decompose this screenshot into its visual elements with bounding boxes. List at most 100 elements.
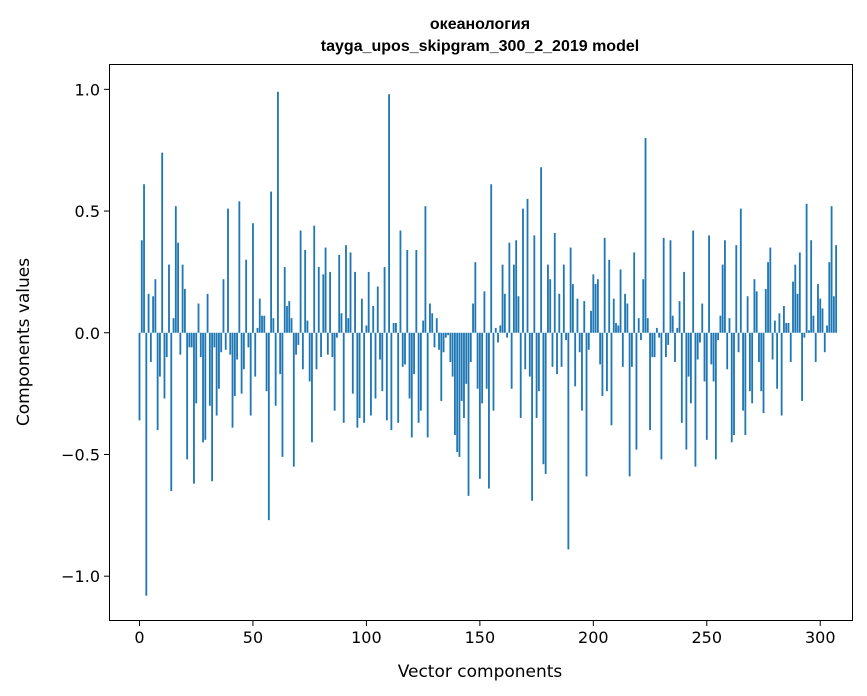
bar bbox=[188, 332, 191, 348]
bar bbox=[549, 279, 552, 333]
bar bbox=[751, 332, 754, 404]
bar bbox=[199, 332, 202, 358]
bar bbox=[342, 332, 345, 423]
bar bbox=[730, 332, 733, 443]
bar bbox=[313, 225, 316, 333]
bar bbox=[379, 332, 381, 360]
bar bbox=[760, 332, 763, 392]
bar bbox=[519, 332, 522, 418]
bar bbox=[792, 281, 794, 333]
bar bbox=[395, 323, 397, 333]
bar bbox=[336, 332, 338, 338]
bar bbox=[165, 332, 168, 358]
bar bbox=[812, 315, 815, 333]
bar bbox=[533, 235, 536, 333]
bar bbox=[426, 332, 429, 438]
bar bbox=[483, 291, 486, 333]
bar bbox=[708, 235, 710, 333]
bar bbox=[778, 313, 781, 333]
bar bbox=[179, 332, 182, 355]
bar bbox=[433, 332, 436, 348]
bar bbox=[202, 332, 204, 443]
bar bbox=[703, 332, 706, 382]
bar bbox=[218, 332, 220, 389]
bar bbox=[356, 332, 359, 428]
bar bbox=[558, 293, 561, 333]
bar bbox=[233, 332, 236, 397]
bar bbox=[385, 332, 388, 421]
bar bbox=[571, 284, 574, 333]
bar bbox=[215, 332, 218, 416]
chart-subtitle: tayga_upos_skipgram_300_2_2019 model bbox=[321, 38, 639, 55]
bar bbox=[692, 230, 695, 333]
bar bbox=[444, 332, 447, 338]
bar bbox=[665, 332, 667, 358]
bar bbox=[746, 296, 749, 333]
bar bbox=[810, 240, 813, 333]
bar bbox=[596, 279, 599, 333]
bar bbox=[320, 332, 322, 358]
bar bbox=[599, 332, 602, 365]
bar bbox=[388, 94, 391, 333]
bar bbox=[186, 332, 189, 460]
bar bbox=[689, 332, 692, 404]
bar bbox=[274, 332, 277, 406]
bar bbox=[311, 332, 313, 443]
y-tick-label: −0.5 bbox=[61, 445, 100, 464]
bar bbox=[451, 332, 454, 377]
bar bbox=[181, 264, 184, 333]
bar bbox=[710, 332, 713, 365]
bar bbox=[553, 232, 556, 333]
bar bbox=[696, 332, 699, 360]
bar bbox=[762, 332, 765, 414]
bar bbox=[814, 332, 817, 362]
bar bbox=[168, 264, 170, 333]
bar bbox=[358, 332, 361, 418]
bar bbox=[249, 332, 252, 416]
bar bbox=[401, 332, 404, 367]
plot-frame bbox=[109, 64, 853, 621]
bar bbox=[705, 332, 708, 440]
bar bbox=[206, 293, 209, 333]
bar bbox=[551, 332, 554, 367]
bar bbox=[447, 332, 450, 336]
bar bbox=[440, 332, 443, 401]
bar bbox=[397, 332, 400, 423]
bar bbox=[626, 303, 629, 333]
bar bbox=[535, 332, 538, 418]
bar bbox=[606, 332, 608, 392]
bar bbox=[229, 332, 232, 355]
y-tick-label: 0.5 bbox=[75, 202, 100, 221]
bar bbox=[796, 293, 799, 333]
bar bbox=[154, 279, 157, 333]
bar bbox=[506, 332, 509, 338]
bar bbox=[417, 332, 420, 423]
bar bbox=[454, 332, 456, 435]
bar bbox=[224, 332, 227, 350]
bar bbox=[737, 332, 740, 353]
bar bbox=[624, 293, 626, 333]
bar bbox=[161, 152, 164, 333]
bar bbox=[222, 279, 225, 333]
bar bbox=[345, 245, 347, 333]
bar bbox=[374, 332, 377, 399]
bar bbox=[733, 332, 735, 435]
x-tick-label: 0 bbox=[134, 628, 144, 647]
bar bbox=[272, 318, 275, 333]
bar bbox=[351, 332, 354, 394]
bar bbox=[290, 318, 293, 333]
bar bbox=[213, 332, 216, 348]
bar bbox=[724, 240, 726, 333]
bar bbox=[653, 332, 656, 358]
bar bbox=[676, 327, 679, 333]
bar bbox=[769, 247, 772, 333]
y-axis-label: Components values bbox=[14, 258, 34, 426]
bar bbox=[360, 298, 363, 333]
bar bbox=[685, 332, 688, 450]
bar bbox=[474, 262, 477, 333]
bar bbox=[315, 332, 318, 370]
bar bbox=[694, 332, 697, 467]
bar bbox=[465, 332, 468, 384]
bar bbox=[501, 264, 504, 333]
